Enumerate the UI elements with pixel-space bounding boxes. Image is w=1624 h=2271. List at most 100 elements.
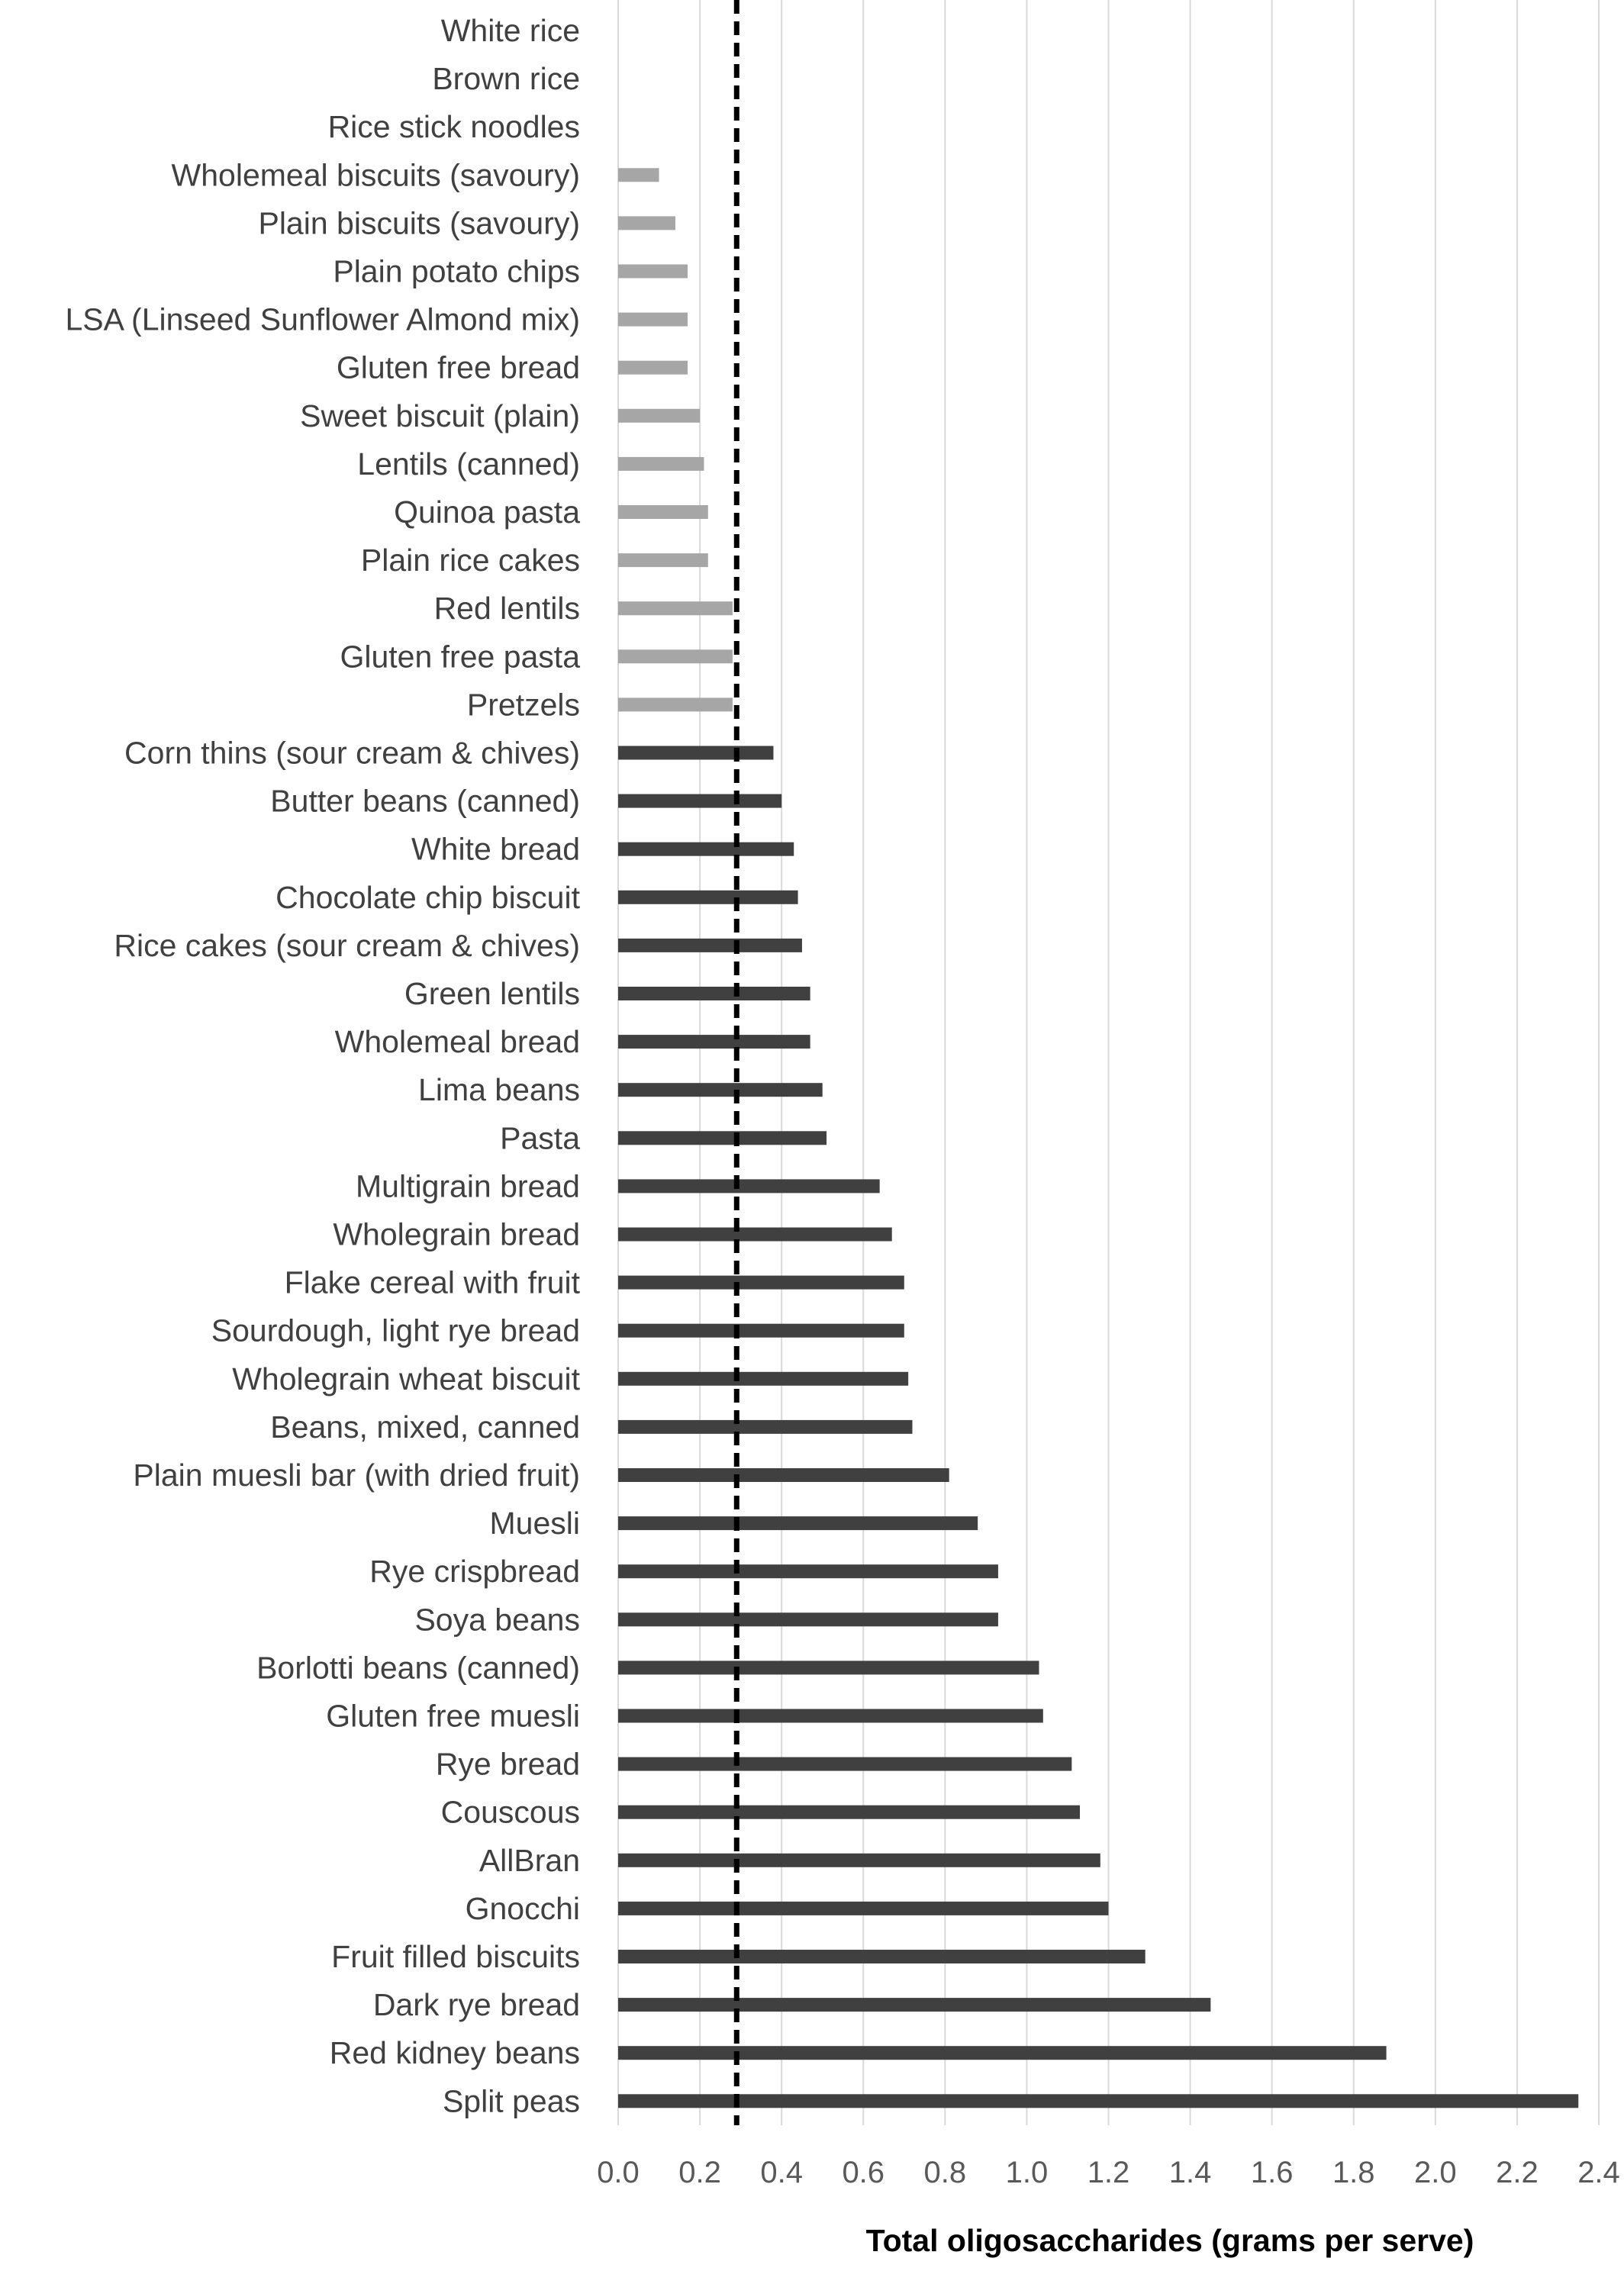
- bar-40: [618, 1950, 1146, 1963]
- category-label-33: Soya beans: [414, 1602, 580, 1637]
- x-tick-label-11: 2.2: [1496, 2156, 1539, 2189]
- bar-14: [618, 697, 733, 712]
- category-label-13: Gluten free pasta: [340, 639, 580, 674]
- bar-27: [618, 1323, 904, 1338]
- bar-12: [618, 601, 733, 616]
- category-labels: White rice Brown rice Rice stick noodles Wh…: [65, 13, 580, 2118]
- category-label-5: Plain potato chips: [333, 254, 580, 289]
- bar-8: [618, 408, 701, 423]
- category-label-22: Lima beans: [418, 1072, 580, 1107]
- category-label-29: Beans, mixed, canned: [270, 1409, 580, 1445]
- bars: [618, 168, 1579, 2108]
- x-tick-labels: 0.0 0.2 0.4 0.6 0.8 1.0 1.2 1.4 1.6 1.8 2.0 2.2 2.4: [597, 2156, 1620, 2189]
- bar-13: [618, 649, 733, 664]
- bar-16: [618, 794, 782, 808]
- x-tick-label-12: 2.4: [1577, 2156, 1620, 2189]
- bar-34: [618, 1661, 1039, 1675]
- category-label-28: Wholegrain wheat biscuit: [232, 1361, 580, 1396]
- category-label-7: Gluten free bread: [337, 350, 580, 385]
- category-label-37: Couscous: [441, 1795, 580, 1830]
- bar-39: [618, 1901, 1109, 1915]
- category-label-14: Pretzels: [467, 687, 580, 722]
- x-tick-label-8: 1.6: [1251, 2156, 1294, 2189]
- category-label-27: Sourdough, light rye bread: [211, 1313, 580, 1348]
- x-tick-label-2: 0.4: [760, 2156, 803, 2189]
- category-label-38: AllBran: [479, 1843, 580, 1878]
- category-label-24: Multigrain bread: [356, 1168, 580, 1203]
- category-label-34: Borlotti beans (canned): [256, 1650, 580, 1685]
- bar-37: [618, 1805, 1081, 1819]
- x-tick-label-10: 2.0: [1414, 2156, 1457, 2189]
- x-tick-label-5: 1.0: [1006, 2156, 1049, 2189]
- category-label-0: White rice: [441, 13, 580, 48]
- category-label-25: Wholegrain bread: [333, 1217, 580, 1252]
- category-label-17: White bread: [411, 832, 580, 867]
- category-label-32: Rye crispbread: [369, 1554, 580, 1589]
- bar-23: [618, 1131, 827, 1145]
- bar-32: [618, 1564, 998, 1579]
- category-label-35: Gluten free muesli: [326, 1699, 580, 1734]
- x-tick-label-1: 0.2: [678, 2156, 721, 2189]
- category-label-36: Rye bread: [436, 1747, 580, 1782]
- category-label-16: Butter beans (canned): [270, 784, 580, 819]
- category-label-18: Chocolate chip biscuit: [276, 880, 580, 915]
- bar-10: [618, 505, 708, 519]
- bar-15: [618, 746, 774, 760]
- category-label-10: Quinoa pasta: [394, 494, 580, 530]
- bar-7: [618, 360, 688, 375]
- category-label-20: Green lentils: [404, 976, 580, 1011]
- bar-3: [618, 168, 659, 182]
- category-label-15: Corn thins (sour cream & chives): [124, 736, 580, 771]
- bar-30: [618, 1468, 949, 1482]
- bar-31: [618, 1516, 978, 1531]
- category-label-12: Red lentils: [434, 591, 580, 626]
- bar-41: [618, 1998, 1211, 2012]
- category-label-40: Fruit filled biscuits: [331, 1939, 580, 1974]
- bar-20: [618, 987, 810, 1000]
- bar-38: [618, 1853, 1100, 1867]
- bar-29: [618, 1419, 913, 1434]
- x-tick-label-0: 0.0: [597, 2156, 640, 2189]
- x-tick-label-9: 1.8: [1332, 2156, 1375, 2189]
- category-label-4: Plain biscuits (savoury): [258, 205, 580, 240]
- x-tick-label-6: 1.2: [1088, 2156, 1130, 2189]
- category-label-41: Dark rye bread: [373, 1987, 580, 2022]
- bar-26: [618, 1275, 904, 1290]
- category-label-6: LSA (Linseed Sunflower Almond mix): [65, 302, 580, 337]
- category-label-31: Muesli: [490, 1506, 580, 1541]
- bar-43: [618, 2094, 1579, 2108]
- bar-28: [618, 1371, 909, 1386]
- bar-35: [618, 1709, 1043, 1723]
- bar-25: [618, 1227, 892, 1242]
- bar-5: [618, 264, 688, 279]
- category-label-3: Wholemeal biscuits (savoury): [172, 157, 580, 192]
- bar-24: [618, 1179, 880, 1193]
- bar-42: [618, 2046, 1387, 2060]
- bar-11: [618, 553, 708, 568]
- x-tick-label-3: 0.6: [842, 2156, 884, 2189]
- category-label-39: Gnocchi: [466, 1891, 580, 1926]
- x-tick-label-4: 0.8: [924, 2156, 967, 2189]
- category-label-21: Wholemeal bread: [335, 1024, 580, 1059]
- bar-18: [618, 890, 798, 904]
- bar-36: [618, 1757, 1072, 1771]
- category-label-26: Flake cereal with fruit: [285, 1265, 581, 1300]
- bar-9: [618, 456, 704, 471]
- bar-21: [618, 1035, 810, 1049]
- bar-22: [618, 1083, 823, 1097]
- bar-17: [618, 842, 794, 856]
- category-label-43: Split peas: [443, 2083, 580, 2118]
- bar-33: [618, 1612, 998, 1627]
- bar-19: [618, 938, 802, 952]
- category-label-42: Red kidney beans: [330, 2035, 580, 2070]
- x-axis-title: Total oligosaccharides (grams per serve): [866, 2223, 1474, 2258]
- category-label-1: Brown rice: [432, 61, 580, 96]
- bar-4: [618, 216, 675, 230]
- category-label-2: Rice stick noodles: [328, 109, 580, 144]
- category-label-19: Rice cakes (sour cream & chives): [114, 928, 580, 963]
- category-label-23: Pasta: [500, 1120, 580, 1155]
- category-label-30: Plain muesli bar (with dried fruit): [133, 1458, 580, 1493]
- category-label-8: Sweet biscuit (plain): [300, 398, 580, 433]
